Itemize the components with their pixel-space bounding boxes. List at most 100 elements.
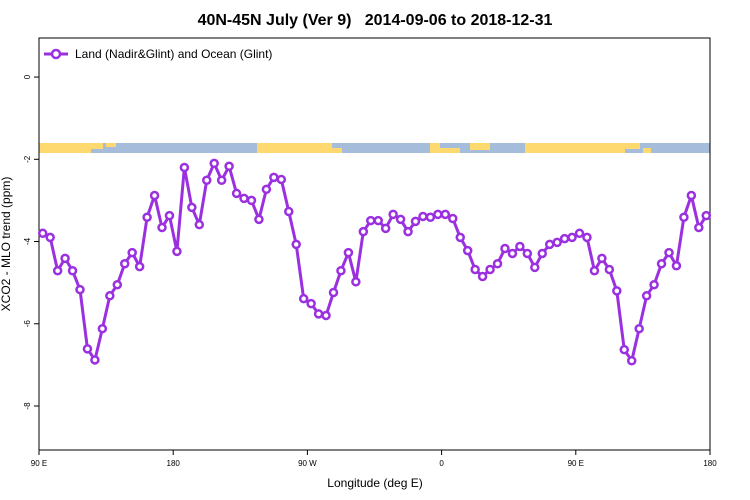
data-point (470, 264, 480, 275)
data-point (604, 264, 615, 275)
x-tick-label: 90 W (298, 459, 317, 468)
data-point (597, 253, 607, 264)
data-point (149, 190, 160, 201)
data-point (306, 298, 316, 309)
data-point (403, 226, 413, 237)
data-point (209, 158, 219, 169)
data-point (194, 219, 205, 230)
data-point (477, 271, 488, 282)
data-point (336, 265, 346, 276)
data-point (634, 323, 644, 334)
data-point (455, 232, 465, 243)
data-point (127, 247, 137, 258)
data-point (276, 174, 287, 185)
data-point (582, 232, 592, 243)
data-point (261, 184, 272, 195)
data-point (119, 258, 130, 269)
x-tick-label: 90 E (31, 459, 47, 468)
data-point (694, 222, 704, 233)
data-point (358, 226, 369, 237)
data-point (172, 246, 182, 257)
data-point (75, 284, 85, 295)
data-point (612, 286, 622, 296)
x-tick-label: 180 (703, 459, 717, 468)
data-point (321, 310, 331, 321)
data-point (134, 261, 145, 272)
y-tick-label: 0 (23, 74, 32, 79)
data-point (559, 233, 570, 244)
legend: Land (Nadir&Glint) and Ocean (Glint) (44, 47, 272, 61)
data-point (224, 161, 234, 172)
data-point (142, 212, 152, 223)
data-point (328, 287, 339, 298)
y-tick-label: -8 (23, 402, 32, 410)
y-tick-label: -2 (23, 155, 32, 163)
data-point (537, 248, 547, 259)
data-point (373, 215, 383, 226)
data-point (298, 293, 309, 304)
data-point (686, 190, 697, 201)
data-point (179, 162, 190, 173)
legend-label: Land (Nadir&Glint) and Ocean (Glint) (75, 47, 272, 61)
data-point (112, 279, 123, 290)
y-tick-label: -4 (23, 237, 32, 245)
data-point (246, 195, 257, 206)
data-point (343, 247, 354, 258)
data-point (82, 344, 93, 354)
data-point (60, 253, 70, 264)
data-point (105, 291, 115, 301)
data-point (52, 265, 63, 276)
data-point (515, 241, 525, 252)
data-point (507, 248, 518, 259)
data-point (485, 264, 495, 275)
y-axis-title: XCO2 - MLO trend (ppm) (0, 177, 13, 312)
y-tick-label: -6 (23, 320, 32, 328)
data-point (433, 209, 443, 220)
data-point (388, 209, 398, 220)
x-tick-label: 180 (167, 459, 181, 468)
data-point (187, 202, 197, 213)
data-point (164, 210, 175, 221)
data-point (202, 175, 212, 186)
x-tick-label: 0 (439, 459, 444, 468)
data-point (574, 228, 585, 239)
data-point (649, 279, 659, 290)
data-point (67, 265, 78, 276)
data-point (522, 248, 533, 259)
data-point (567, 232, 577, 243)
data-point (351, 277, 361, 287)
data-point (492, 258, 503, 269)
chart-title: 40N-45N July (Ver 9) 2014-09-06 to 2018-… (198, 12, 553, 29)
data-point (544, 239, 555, 250)
data-point (619, 344, 630, 355)
data-point (254, 214, 264, 225)
data-point (380, 223, 391, 234)
data-point (701, 210, 712, 221)
x-tick-label: 90 E (568, 459, 584, 468)
land-ocean-strip (39, 143, 710, 153)
data-point (671, 261, 682, 271)
data-point (291, 239, 301, 250)
data-point (239, 193, 249, 204)
plot-frame (38, 37, 711, 451)
data-point (284, 206, 294, 217)
data-point (157, 222, 167, 233)
data-point (679, 212, 689, 223)
data-point (37, 228, 48, 239)
data-point (269, 172, 279, 183)
data-point (216, 175, 227, 186)
data-point (530, 262, 540, 273)
data-point (440, 209, 451, 220)
data-point (626, 356, 637, 366)
x-axis-title: Longitude (deg E) (327, 476, 422, 490)
data-point (589, 265, 600, 276)
data-point (97, 323, 108, 334)
data-point (395, 214, 406, 225)
data-point (313, 309, 324, 319)
data-point (664, 247, 674, 258)
data-point (45, 232, 55, 243)
data-point (366, 215, 376, 226)
data-point (425, 212, 436, 223)
data-point (410, 216, 421, 227)
